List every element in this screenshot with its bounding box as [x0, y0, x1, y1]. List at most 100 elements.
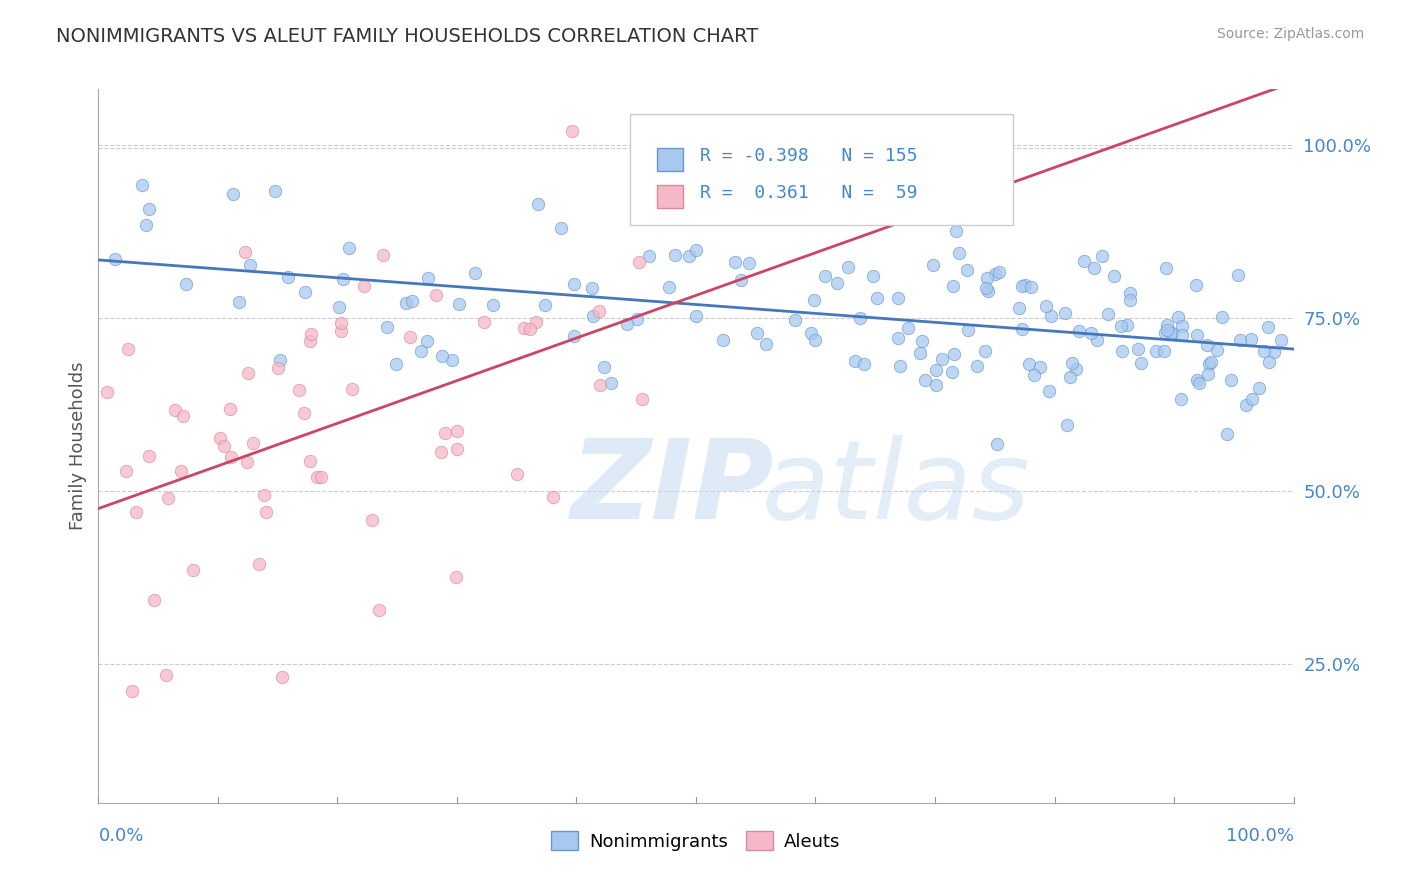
Y-axis label: Family Households: Family Households: [69, 362, 87, 530]
Point: [172, 409, 194, 423]
Point: [1195, 338, 1218, 352]
Point: [96, 385, 118, 400]
Point: [1038, 384, 1060, 398]
Point: [582, 309, 605, 323]
Point: [616, 317, 638, 331]
Point: [342, 383, 364, 397]
Point: [837, 260, 859, 275]
Point: [360, 512, 382, 526]
Point: [1080, 326, 1102, 340]
Point: [600, 376, 623, 390]
Point: [987, 265, 1010, 279]
Point: [685, 243, 707, 257]
Point: [638, 249, 661, 263]
Text: Source: ZipAtlas.com: Source: ZipAtlas.com: [1216, 27, 1364, 41]
FancyBboxPatch shape: [657, 148, 683, 170]
Point: [942, 347, 965, 361]
Point: [519, 322, 541, 336]
Point: [1059, 369, 1081, 384]
Point: [482, 298, 505, 312]
Point: [1258, 355, 1281, 369]
Text: R =  0.361   N =  59: R = 0.361 N = 59: [700, 184, 917, 202]
Point: [862, 268, 884, 283]
Point: [945, 224, 967, 238]
Point: [977, 284, 1000, 298]
Point: [685, 309, 707, 323]
Point: [1167, 310, 1189, 325]
Point: [432, 349, 454, 363]
Point: [337, 241, 360, 255]
Point: [755, 336, 778, 351]
Point: [254, 504, 277, 518]
Point: [1035, 299, 1057, 313]
Point: [247, 557, 270, 571]
Point: [664, 248, 686, 262]
Text: R = -0.398   N = 155: R = -0.398 N = 155: [700, 146, 917, 164]
Point: [1216, 427, 1239, 442]
Point: [751, 186, 773, 200]
Point: [527, 197, 550, 211]
FancyBboxPatch shape: [657, 185, 683, 208]
Point: [1091, 249, 1114, 263]
Point: [368, 603, 391, 617]
Point: [1129, 356, 1152, 370]
Point: [242, 436, 264, 450]
Point: [1014, 277, 1036, 292]
Point: [269, 353, 291, 368]
Point: [1029, 359, 1052, 374]
Point: [332, 271, 354, 285]
Point: [430, 445, 453, 459]
Point: [1126, 342, 1149, 356]
Point: [288, 383, 311, 397]
Point: [236, 454, 259, 468]
Point: [1263, 345, 1285, 359]
Point: [866, 291, 889, 305]
Point: [328, 301, 350, 315]
Point: [117, 342, 139, 356]
Point: [330, 324, 353, 338]
Point: [984, 268, 1007, 282]
Point: [1219, 374, 1241, 388]
Point: [825, 276, 848, 290]
Point: [163, 402, 186, 417]
Point: [1240, 332, 1263, 346]
Point: [114, 464, 136, 478]
Point: [1153, 326, 1175, 341]
Point: [373, 248, 395, 262]
Point: [589, 378, 612, 392]
Point: [104, 252, 127, 267]
Point: [1102, 269, 1125, 284]
Point: [1187, 376, 1209, 391]
Point: [1007, 301, 1029, 315]
Point: [1185, 328, 1208, 343]
Point: [1064, 361, 1087, 376]
Point: [409, 343, 432, 358]
Point: [239, 258, 262, 272]
Point: [800, 326, 823, 340]
Point: [464, 266, 486, 280]
Point: [1053, 306, 1076, 320]
Point: [472, 315, 495, 329]
Point: [1097, 307, 1119, 321]
Point: [631, 392, 654, 406]
Point: [925, 363, 948, 377]
Point: [1087, 334, 1109, 348]
Point: [1253, 343, 1275, 358]
Point: [588, 303, 610, 318]
Text: atlas: atlas: [762, 435, 1031, 542]
Point: [1206, 343, 1229, 358]
Point: [783, 313, 806, 327]
Point: [433, 426, 456, 441]
Point: [1161, 326, 1184, 340]
Point: [444, 570, 467, 584]
Point: [219, 450, 242, 465]
Point: [910, 345, 932, 359]
Point: [897, 321, 920, 335]
Point: [1199, 355, 1222, 369]
Point: [1073, 254, 1095, 268]
Point: [219, 401, 242, 416]
Point: [1069, 324, 1091, 338]
Point: [738, 256, 761, 270]
Point: [562, 277, 585, 291]
Point: [1111, 343, 1133, 358]
